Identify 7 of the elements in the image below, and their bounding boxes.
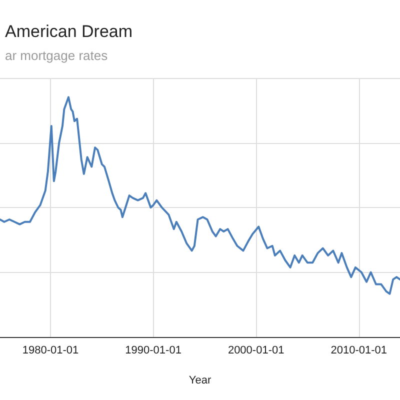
x-tick-label: 2000-01-01 (228, 344, 284, 356)
x-tick-label: 2010-01-01 (330, 344, 388, 356)
x-axis-title: Year (188, 374, 212, 386)
chart-subtitle: ar mortgage rates (5, 48, 108, 63)
chart-title: American Dream (5, 22, 133, 41)
x-tick-label: 1980-01-01 (22, 344, 79, 356)
x-tick-label: 1990-01-01 (125, 344, 182, 356)
